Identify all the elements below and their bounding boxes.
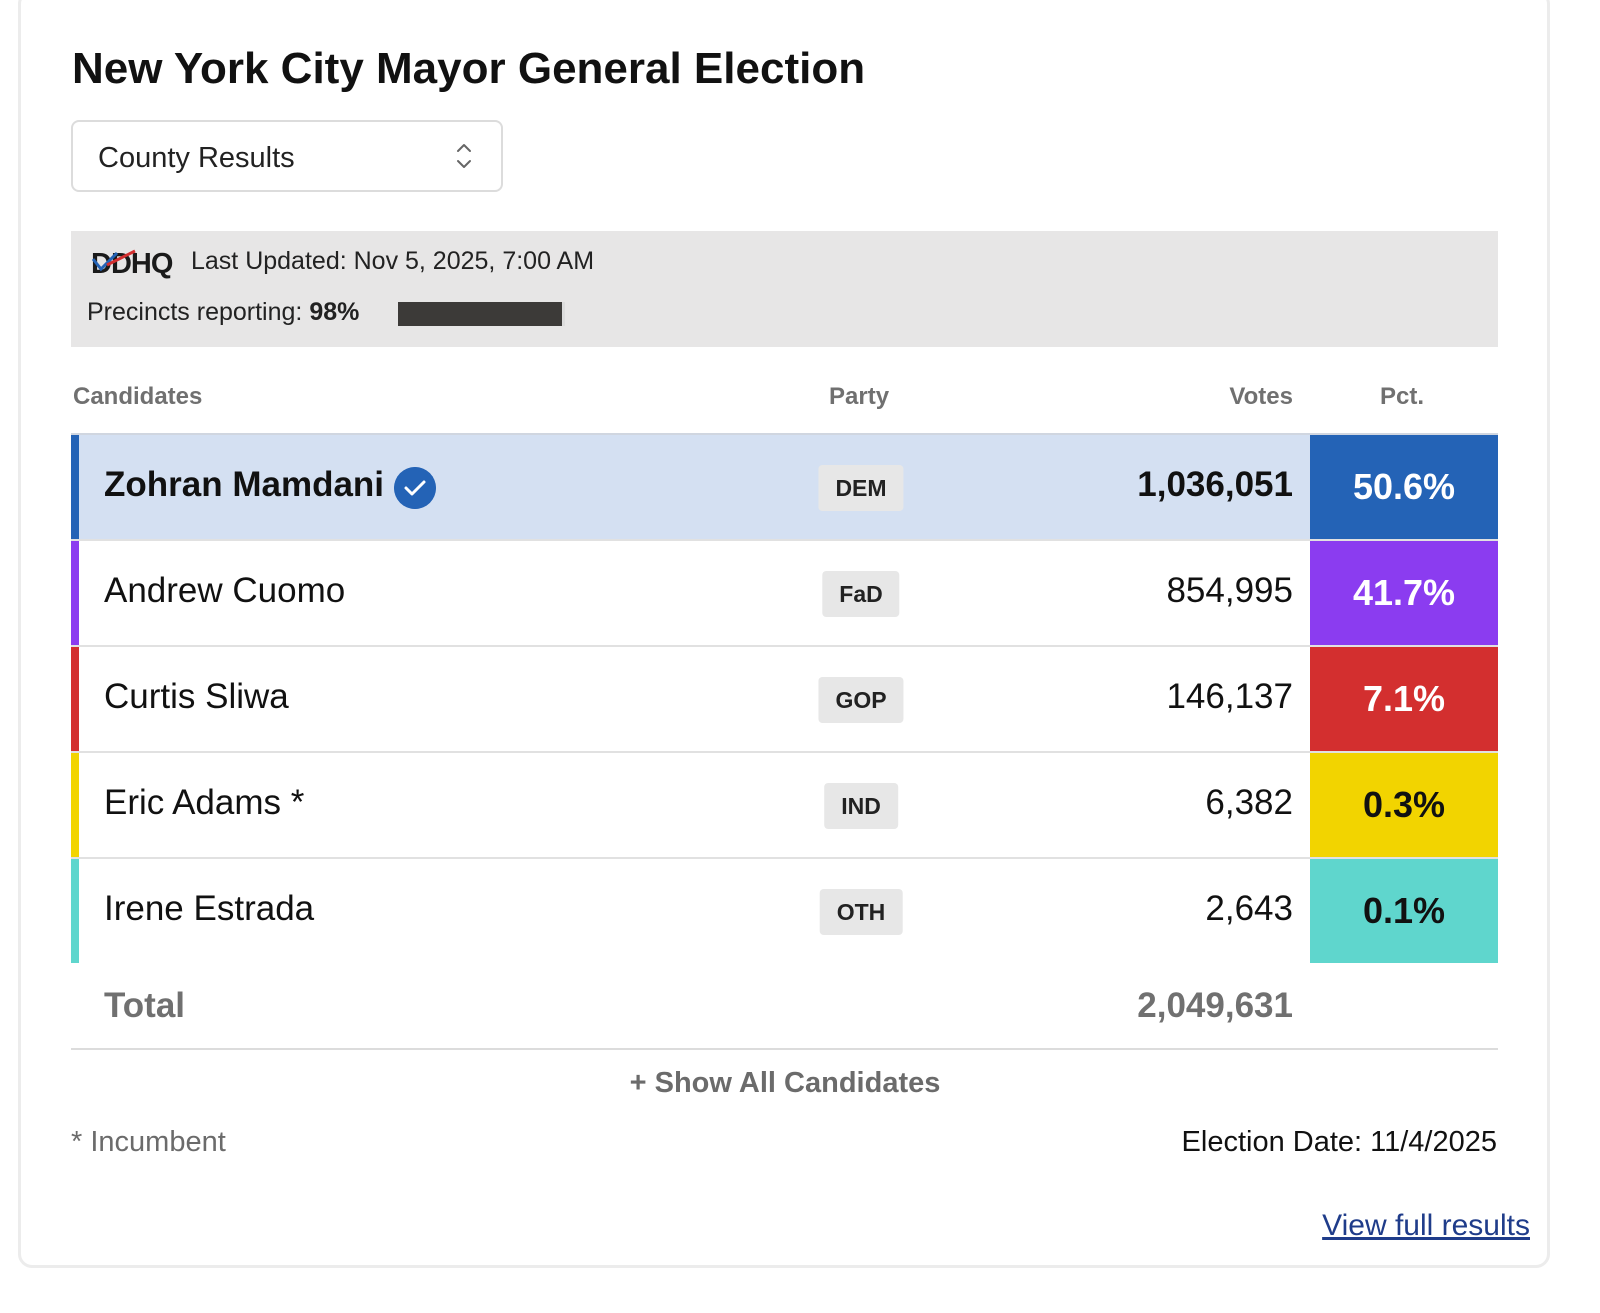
candidate-name: Irene Estrada xyxy=(104,889,315,928)
candidate-votes: 6,382 xyxy=(1205,783,1293,822)
last-updated-text: Last Updated: Nov 5, 2025, 7:00 AM xyxy=(191,247,595,275)
winner-check-icon xyxy=(394,467,436,509)
results-table: Zohran Mamdani DEM 1,036,051 50.6% Andrew Cu… xyxy=(71,433,1498,963)
header-party: Party xyxy=(829,383,890,410)
results-view-select[interactable]: County Results xyxy=(71,120,503,192)
candidate-row: Eric Adams * IND 6,382 0.3% xyxy=(71,751,1498,857)
header-votes: Votes xyxy=(1229,383,1293,410)
candidate-votes: 2,643 xyxy=(1205,889,1293,928)
party-color-stripe xyxy=(71,435,79,539)
candidate-pct: 0.1% xyxy=(1310,859,1498,963)
precincts-progress-bar xyxy=(398,302,565,326)
candidate-row: Curtis Sliwa GOP 146,137 7.1% xyxy=(71,645,1498,751)
candidate-name: Curtis Sliwa xyxy=(104,677,289,716)
ddhq-logo: DDHQ xyxy=(89,247,175,283)
candidate-name: Zohran Mamdani xyxy=(104,465,385,504)
show-all-candidates-button[interactable]: + Show All Candidates xyxy=(629,1067,941,1099)
candidate-votes: 1,036,051 xyxy=(1137,465,1293,504)
candidate-votes: 854,995 xyxy=(1166,571,1293,610)
party-color-stripe xyxy=(71,859,79,963)
party-color-stripe xyxy=(71,541,79,645)
candidate-name: Eric Adams * xyxy=(104,783,305,822)
election-date: Election Date: 11/4/2025 xyxy=(1181,1126,1497,1158)
party-color-stripe xyxy=(71,647,79,751)
candidate-row: Zohran Mamdani DEM 1,036,051 50.6% xyxy=(71,433,1498,539)
incumbent-footnote: * Incumbent xyxy=(71,1126,226,1158)
logo-check-icon xyxy=(91,249,136,272)
total-votes: 2,049,631 xyxy=(1137,986,1293,1025)
party-badge: FaD xyxy=(822,571,900,617)
party-color-stripe xyxy=(71,753,79,857)
party-badge: OTH xyxy=(819,889,903,935)
candidate-row: Andrew Cuomo FaD 854,995 41.7% xyxy=(71,539,1498,645)
results-view-select-value: County Results xyxy=(98,142,295,174)
page-title: New York City Mayor General Election xyxy=(72,44,866,93)
precincts-value: 98% xyxy=(309,298,360,326)
party-badge: GOP xyxy=(818,677,904,723)
precincts-reporting: Precincts reporting: 98% xyxy=(87,298,359,327)
header-pct: Pct. xyxy=(1380,383,1425,410)
party-badge: IND xyxy=(824,783,898,829)
total-row: Total 2,049,631 xyxy=(71,968,1498,1050)
candidate-pct: 50.6% xyxy=(1310,435,1498,539)
precincts-progress-fill xyxy=(398,302,562,326)
candidate-pct: 41.7% xyxy=(1310,541,1498,645)
total-label: Total xyxy=(104,986,186,1025)
chevron-up-down-icon xyxy=(457,144,471,168)
view-full-results-link[interactable]: View full results xyxy=(1322,1209,1530,1242)
candidate-pct: 0.3% xyxy=(1310,753,1498,857)
candidate-name: Andrew Cuomo xyxy=(104,571,346,610)
candidate-pct: 7.1% xyxy=(1310,647,1498,751)
source-info-panel: DDHQ Last Updated: Nov 5, 2025, 7:00 AM … xyxy=(71,231,1498,347)
precincts-label: Precincts reporting: xyxy=(87,298,303,326)
candidate-votes: 146,137 xyxy=(1166,677,1293,716)
candidate-row: Irene Estrada OTH 2,643 0.1% xyxy=(71,857,1498,963)
party-badge: DEM xyxy=(818,465,904,511)
header-candidates: Candidates xyxy=(73,383,203,410)
